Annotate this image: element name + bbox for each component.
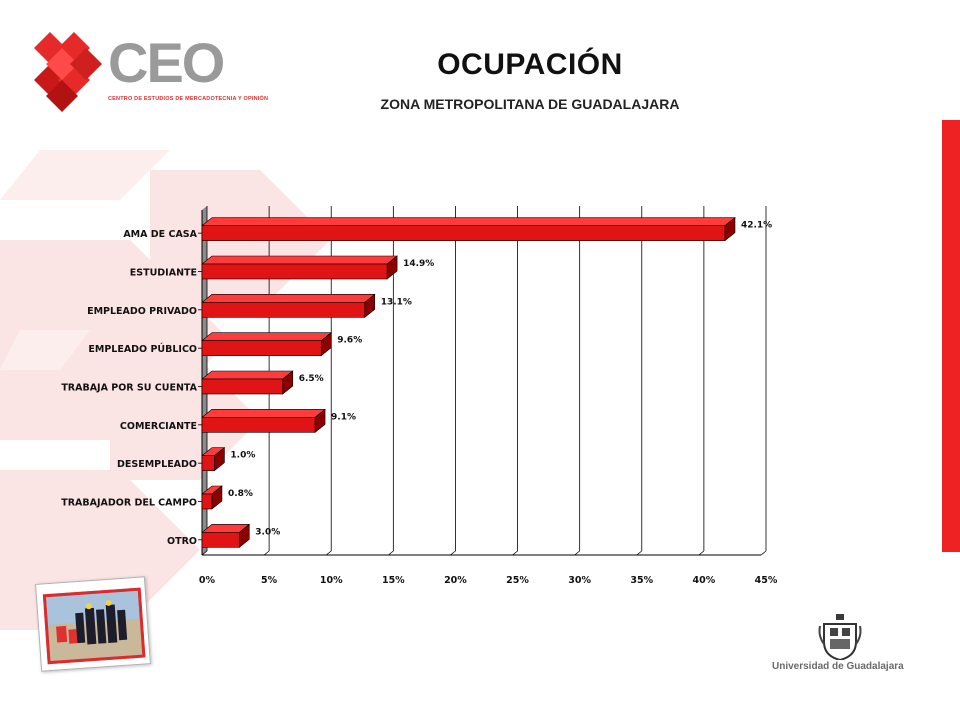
university-crest-icon — [818, 614, 862, 660]
bar-top — [201, 255, 398, 265]
gridline-floor-40 — [698, 550, 705, 556]
data-label: 6.5% — [299, 374, 324, 384]
category-label: OTRO — [167, 536, 197, 547]
category-label: ESTUDIANTE — [130, 268, 197, 279]
gridline-floor-30 — [574, 550, 580, 556]
bar — [201, 302, 366, 318]
bar — [201, 340, 322, 356]
data-label: 14.9% — [403, 259, 434, 269]
bar-top — [201, 332, 333, 341]
bar-top — [201, 370, 294, 380]
gridline-floor-25 — [512, 550, 518, 556]
ceo-logo-emblem — [34, 32, 102, 112]
x-tick-label: 35% — [630, 575, 653, 586]
x-tick-label: 25% — [506, 575, 529, 586]
category-label: TRABAJA POR SU CUENTA — [61, 383, 197, 394]
group-photo — [35, 576, 151, 672]
x-tick-label: 0% — [199, 575, 216, 586]
data-label: 0.8% — [228, 489, 253, 499]
data-label: 9.1% — [331, 412, 356, 422]
x-tick-label: 5% — [261, 575, 278, 586]
x-tick-label: 20% — [444, 575, 467, 586]
data-label: 3.0% — [255, 527, 280, 537]
gridline-floor-20 — [450, 550, 456, 556]
x-tick-label: 15% — [382, 575, 405, 586]
bar — [201, 417, 316, 433]
x-tick-label: 40% — [693, 575, 716, 586]
bar-top — [201, 217, 736, 226]
x-tick-label: 10% — [320, 575, 343, 586]
university-name: Universidad de Guadalajara — [772, 661, 904, 672]
category-label: TRABAJADOR DEL CAMPO — [61, 498, 197, 509]
data-label: 1.0% — [230, 451, 255, 461]
bar — [201, 263, 388, 280]
gridline-floor-45 — [760, 550, 767, 556]
category-label: COMERCIANTE — [120, 421, 197, 432]
x-tick-label: 30% — [568, 575, 591, 586]
bar-top — [201, 294, 376, 303]
gridline-floor-5 — [263, 550, 270, 556]
bar-top — [201, 409, 326, 418]
page-title: OCUPACIÓN — [437, 48, 623, 81]
data-label: 13.1% — [381, 297, 412, 307]
bar — [201, 493, 213, 510]
x-tick-label: 45% — [755, 575, 778, 586]
category-label: EMPLEADO PRIVADO — [87, 306, 197, 317]
gridline-floor-0 — [201, 550, 208, 556]
gridline-floor-15 — [388, 550, 394, 556]
data-label: 42.1% — [741, 221, 772, 231]
ceo-logo-text: CEO — [108, 31, 225, 94]
page-subtitle: ZONA METROPOLITANA DE GUADALAJARA — [380, 96, 680, 112]
data-label: 9.6% — [337, 336, 362, 346]
bar — [201, 378, 284, 395]
red-accent-strip — [942, 120, 960, 552]
chart-bars — [201, 217, 736, 548]
gridline-floor-35 — [636, 550, 643, 556]
bar — [201, 225, 726, 241]
gridline-floor-10 — [325, 550, 332, 556]
category-label: EMPLEADO PÚBLICO — [88, 343, 197, 355]
ceo-logo-subtitle: CENTRO DE ESTUDIOS DE MERCADOTECNIA Y OP… — [108, 96, 269, 102]
bar — [201, 455, 215, 471]
bar — [201, 532, 240, 548]
group-photo-image — [42, 587, 146, 665]
category-label: DESEMPLEADO — [117, 459, 197, 470]
chart-labels: 0% 5% 10% 15% 20% 25% 30% 35% 40% 45% 42.1% AMA DE … — [61, 221, 778, 586]
category-label: AMA DE CASA — [123, 229, 197, 240]
